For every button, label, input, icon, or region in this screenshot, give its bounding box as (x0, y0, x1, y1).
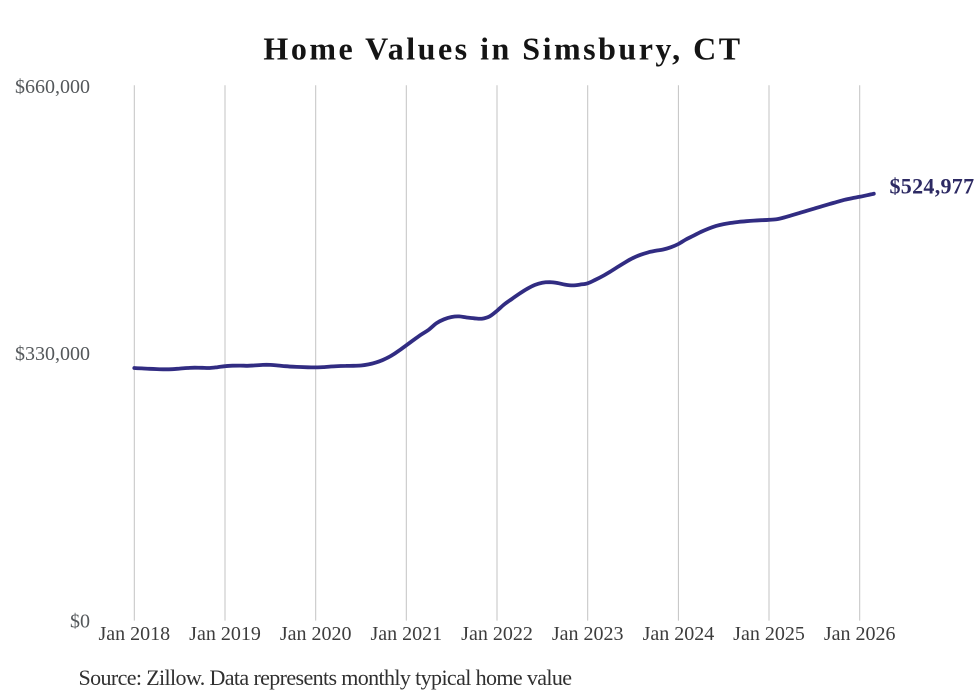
svg-text:Jan 2019: Jan 2019 (189, 623, 261, 645)
svg-text:Jan 2020: Jan 2020 (280, 623, 352, 645)
svg-text:Source: Zillow. Data represent: Source: Zillow. Data represents monthly … (79, 665, 572, 690)
svg-text:$0: $0 (70, 611, 90, 633)
svg-text:Jan 2025: Jan 2025 (733, 623, 805, 645)
svg-text:$660,000: $660,000 (15, 76, 90, 98)
svg-text:Jan 2022: Jan 2022 (461, 623, 533, 645)
svg-text:$524,977: $524,977 (890, 173, 975, 198)
svg-text:Jan 2021: Jan 2021 (370, 623, 442, 645)
svg-text:$330,000: $330,000 (15, 343, 90, 365)
svg-text:Jan 2026: Jan 2026 (824, 623, 896, 645)
svg-text:Jan 2018: Jan 2018 (98, 623, 170, 645)
svg-text:Home Values in Simsbury, CT: Home Values in Simsbury, CT (263, 31, 742, 67)
svg-text:Jan 2023: Jan 2023 (552, 623, 624, 645)
svg-text:Jan 2024: Jan 2024 (643, 623, 715, 645)
